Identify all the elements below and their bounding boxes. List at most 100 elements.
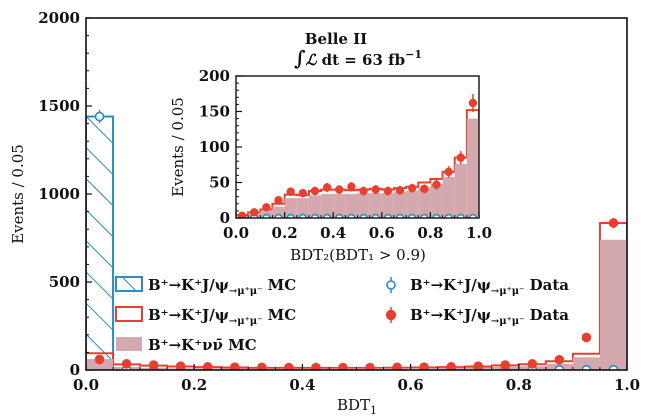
inset-filled-bar	[418, 187, 431, 218]
main-plot: 0.0 0.2 0.4 0.6 0.8 1.00500100015002000BDT1Ev…	[9, 9, 640, 417]
legend-swatch-step	[115, 306, 143, 322]
main-x-axis-label: BDT1	[337, 396, 377, 414]
legend-label-suffix: Data	[524, 306, 569, 324]
inset-filled-bar	[272, 206, 285, 218]
main-series-0	[86, 115, 115, 370]
inset-x-tick-label: 0.6	[369, 224, 395, 242]
inset-data-point	[371, 213, 380, 218]
lumi-L: ℒ	[306, 51, 318, 69]
inset-filled-bar	[406, 191, 419, 218]
legend-label-suffix: MC	[262, 306, 296, 324]
main-x-tick-label: 0.2	[181, 376, 207, 394]
inset-data-point	[359, 186, 368, 196]
experiment-label: Belle II	[305, 30, 367, 48]
legend-label-main: B⁺→K⁺νν̄ MC	[148, 336, 257, 354]
legend-item-0: B⁺→K⁺J/ψ→μ⁺μ⁻ MC	[115, 276, 296, 297]
main-filled-bar	[86, 359, 114, 370]
main-x-tick-label: 0.0	[73, 376, 99, 394]
inset-data-point	[322, 183, 332, 192]
inset-data-point	[407, 183, 417, 193]
inset-data-point	[262, 213, 271, 218]
legend-label-suffix: Data	[524, 276, 569, 294]
legend-item-2: B⁺→K⁺νν̄ MC	[116, 336, 257, 354]
main-x-tick-label: 0.4	[289, 376, 315, 394]
main-filled-bar	[572, 357, 600, 370]
main-data-point	[257, 362, 267, 370]
inset-data-point	[456, 213, 465, 218]
legend-label: B⁺→K⁺J/ψ→μ⁺μ⁻ MC	[148, 306, 296, 327]
inset-filled-bar	[296, 198, 309, 218]
legend-label-main: B⁺→K⁺J/ψ	[410, 276, 491, 294]
inset-series-0	[236, 109, 479, 218]
legend: B⁺→K⁺J/ψ→μ⁺μ⁻ MCB⁺→K⁺J/ψ→μ⁺μ⁻ MCB⁺→K⁺νν̄…	[115, 276, 569, 354]
inset-filled-bar	[430, 183, 443, 218]
lumi-exp: −1	[405, 48, 422, 61]
legend-label-sub: →μ⁺μ⁻	[491, 316, 525, 327]
inset-step-line	[236, 109, 479, 218]
inset-background	[188, 34, 503, 264]
inset-data-point	[250, 208, 259, 217]
inset-series-1	[236, 118, 479, 218]
inset-x-axis-label: BDT₂(BDT₁ > 0.9)	[290, 246, 426, 264]
inset-data-point	[432, 213, 441, 218]
main-data-point	[581, 332, 592, 343]
inset-data-point	[432, 180, 441, 189]
inset-data-point	[335, 213, 344, 218]
inset-content	[236, 93, 479, 218]
inset-data-point	[322, 213, 332, 218]
main-data-point	[473, 361, 484, 370]
main-data-point	[392, 362, 402, 370]
inset-filled-bar	[345, 193, 358, 218]
legend-item-4: B⁺→K⁺J/ψ→μ⁺μ⁻ Data	[385, 306, 569, 327]
legend-marker-open	[386, 280, 396, 290]
main-data-point	[202, 362, 213, 370]
main-x-tick-label: 0.8	[506, 376, 532, 394]
main-data-point	[527, 359, 538, 369]
legend-swatch-hatched	[115, 276, 143, 292]
inset-filled-bar	[442, 176, 455, 218]
legend-label-main: B⁺→K⁺J/ψ	[410, 306, 491, 324]
main-data-point	[608, 218, 619, 228]
lumi-rest: dt = 63 fb	[316, 51, 405, 69]
main-data-point	[311, 362, 321, 370]
inset-filled-bar	[393, 191, 407, 218]
inset-data-point	[274, 196, 283, 205]
inset-data-point	[383, 213, 393, 218]
inset-data-point	[237, 211, 247, 218]
main-x-axis-label-sub: 1	[370, 404, 377, 414]
legend-label-sub: →μ⁺μ⁻	[229, 316, 263, 327]
legend-label-sub: →μ⁺μ⁻	[229, 286, 263, 297]
inset-filled-bar	[466, 118, 479, 218]
inset-data-point	[468, 98, 478, 108]
inset-data-point	[286, 213, 295, 218]
inset-data-point	[298, 188, 308, 198]
legend-marker-filled	[385, 309, 397, 321]
main-y-tick-label: 1500	[38, 97, 80, 115]
inset-plot: 0.0 0.2 0.4 0.6 0.8 1.0 0 50 100 150 200 BDT₂(BDT₁ …	[169, 67, 492, 264]
inset-data-point	[274, 213, 283, 218]
main-x-tick-label: 0.6	[398, 376, 424, 394]
inset-data-point	[444, 167, 453, 177]
inset-data-point	[335, 185, 344, 194]
inset-data-point	[347, 182, 356, 191]
legend-label-sub: →μ⁺μ⁻	[491, 286, 525, 297]
legend-label: B⁺→K⁺J/ψ→μ⁺μ⁻ Data	[410, 306, 569, 327]
inset-x-tick-label: 0.2	[272, 224, 298, 242]
main-filled-bar	[599, 239, 627, 370]
legend-swatch-filled	[116, 337, 142, 351]
main-data-point	[148, 360, 159, 370]
legend-label: B⁺→K⁺J/ψ→μ⁺μ⁻ Data	[410, 276, 569, 297]
lumi-integral: ∫	[294, 46, 306, 70]
main-y-axis-label: Events / 0.05	[9, 144, 27, 244]
inset-data-point	[407, 213, 417, 218]
inset-data-point	[262, 203, 271, 212]
inset-data-point	[371, 185, 380, 194]
inset-filled-bar	[381, 193, 394, 218]
inset-data-point	[468, 213, 478, 218]
main-data-point	[94, 354, 105, 365]
inset-filled-bar	[333, 193, 346, 218]
inset-filled-bar	[454, 164, 467, 218]
main-data-point	[446, 362, 456, 370]
legend-label-main: B⁺→K⁺J/ψ	[148, 276, 229, 294]
main-data-point	[500, 360, 511, 370]
